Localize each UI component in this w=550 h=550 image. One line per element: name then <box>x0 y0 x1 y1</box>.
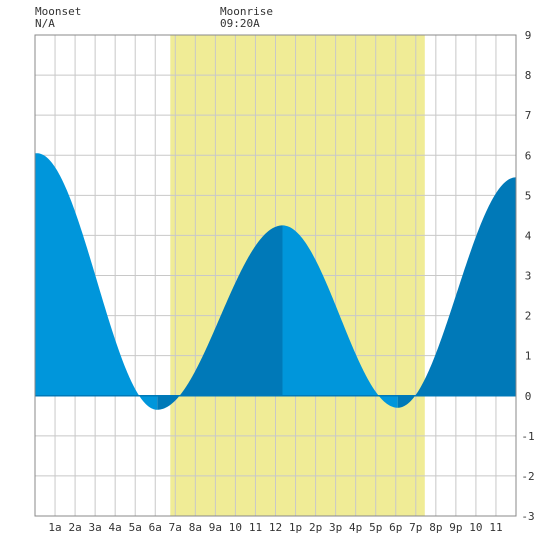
y-tick-label: -3 <box>521 510 534 523</box>
y-tick-label: 9 <box>525 29 532 42</box>
plot-frame <box>34 34 517 517</box>
moonset-value: N/A <box>35 17 55 30</box>
x-tick-label: 8a <box>189 521 202 534</box>
tide-area-falling <box>282 225 398 408</box>
x-tick-label: 11 <box>489 521 502 534</box>
y-tick-label: 2 <box>525 310 532 323</box>
y-tick-label: 7 <box>525 109 532 122</box>
x-tick-label: 3a <box>89 521 102 534</box>
x-tick-label: 1p <box>289 521 302 534</box>
y-tick-label: 8 <box>525 69 532 82</box>
y-tick-label: 4 <box>525 229 532 242</box>
moonrise-label: Moonrise <box>220 5 273 18</box>
y-tick-label: 0 <box>525 390 532 403</box>
x-tick-label: 7a <box>169 521 182 534</box>
x-tick-label: 1a <box>48 521 61 534</box>
y-tick-label: -1 <box>521 430 534 443</box>
moonset-label: Moonset <box>35 5 82 18</box>
x-tick-label: 6p <box>389 521 402 534</box>
x-tick-label: 2a <box>68 521 81 534</box>
x-tick-label: 12 <box>269 521 282 534</box>
x-tick-label: 5a <box>129 521 142 534</box>
tide-area-rising <box>157 225 283 410</box>
y-tick-label: 5 <box>525 189 532 202</box>
x-tick-label: 11 <box>249 521 262 534</box>
x-tick-label: 9p <box>449 521 462 534</box>
x-tick-label: 7p <box>409 521 422 534</box>
tide-area-falling <box>35 153 158 410</box>
x-tick-label: 2p <box>309 521 322 534</box>
x-tick-label: 8p <box>429 521 442 534</box>
x-tick-label: 4a <box>109 521 122 534</box>
x-tick-label: 6a <box>149 521 162 534</box>
tide-area-rising <box>397 177 516 408</box>
y-tick-label: -2 <box>521 470 534 483</box>
x-tick-label: 3p <box>329 521 342 534</box>
x-tick-label: 5p <box>369 521 382 534</box>
x-tick-label: 10 <box>229 521 242 534</box>
y-tick-label: 3 <box>525 270 532 283</box>
y-tick-label: 6 <box>525 149 532 162</box>
x-tick-label: 9a <box>209 521 222 534</box>
moonrise-value: 09:20A <box>220 17 260 30</box>
x-tick-label: 10 <box>469 521 482 534</box>
x-tick-label: 4p <box>349 521 362 534</box>
y-tick-label: 1 <box>525 350 532 363</box>
